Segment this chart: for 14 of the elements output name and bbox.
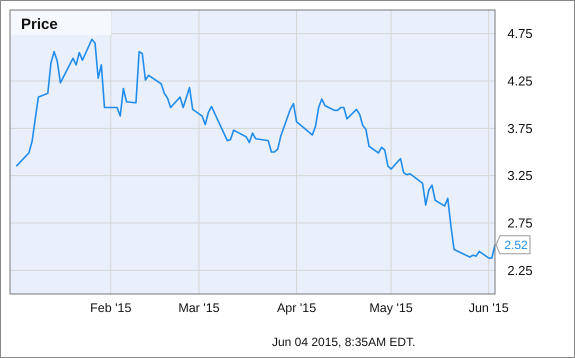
y-tick-label: 2.25 <box>507 262 533 278</box>
y-tick-label: 3.25 <box>507 168 533 184</box>
data-label: 2.52 <box>504 238 528 252</box>
x-tick-label: Mar '15 <box>178 301 220 315</box>
y-tick-label: 2.75 <box>507 216 533 230</box>
x-tick-label: Jun '15 <box>468 301 509 315</box>
x-tick-label: May '15 <box>369 301 413 315</box>
chart-title: Price <box>21 16 58 33</box>
y-tick-label: 3.75 <box>507 120 533 136</box>
text: Jun 04 2015, 8:35AM EDT. <box>272 335 416 349</box>
x-tick-label: Apr '15 <box>276 301 316 315</box>
y-tick-label: 4.75 <box>507 26 533 42</box>
y-tick-label: 4.25 <box>507 74 533 88</box>
x-tick-label: Feb '15 <box>90 301 132 315</box>
